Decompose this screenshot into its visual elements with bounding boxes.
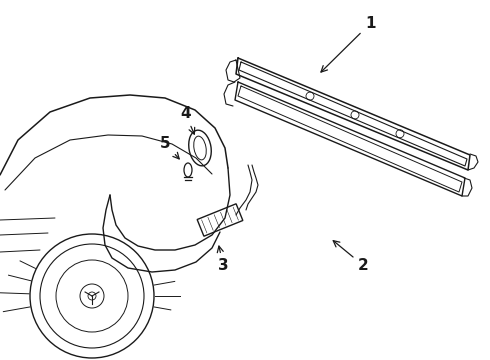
Text: 1: 1 — [321, 16, 375, 72]
Text: 2: 2 — [333, 240, 369, 273]
Text: 5: 5 — [160, 136, 179, 159]
Text: 4: 4 — [180, 106, 195, 134]
Text: 3: 3 — [217, 246, 229, 273]
